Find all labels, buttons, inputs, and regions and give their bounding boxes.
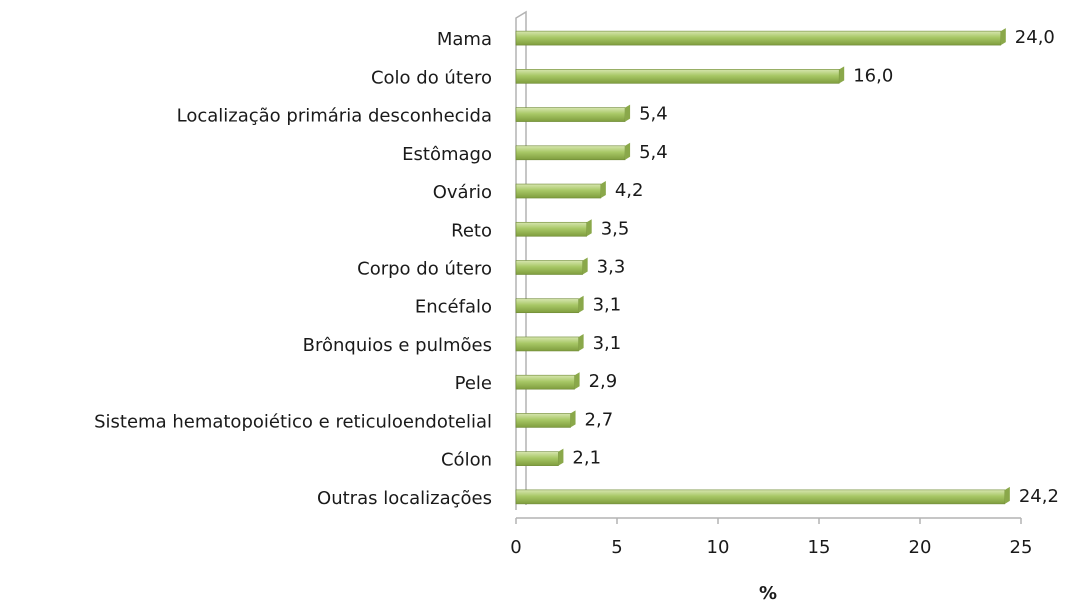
y-tick-label: Mama <box>437 29 492 50</box>
value-label: 5,4 <box>639 104 668 125</box>
bar <box>515 30 1002 46</box>
y-tick-label: Reto <box>451 220 492 241</box>
bar-cap <box>1000 28 1006 46</box>
y-tick-label: Cólon <box>441 450 492 471</box>
bar <box>515 336 579 352</box>
value-label: 3,1 <box>593 295 622 316</box>
value-label: 4,2 <box>615 180 644 201</box>
value-label: 2,9 <box>589 371 618 392</box>
value-label: 3,1 <box>593 333 622 354</box>
bar <box>515 451 559 466</box>
x-tick-label: 0 <box>510 537 521 558</box>
bar <box>515 298 579 314</box>
y-tick-label: Encéfalo <box>415 297 492 318</box>
y-tick-label: Outras localizações <box>317 488 492 509</box>
bar-cap <box>574 372 580 390</box>
y-tick-label: Corpo do útero <box>357 259 492 280</box>
x-tick-label: 15 <box>808 537 831 558</box>
bar <box>515 183 602 199</box>
x-tick-label: 5 <box>611 537 622 558</box>
value-label: 24,2 <box>1019 486 1059 507</box>
value-label: 3,5 <box>601 218 630 239</box>
value-label: 5,4 <box>639 142 668 163</box>
bar-cap <box>578 333 584 351</box>
y-tick-label: Ovário <box>433 182 492 203</box>
value-label: 2,7 <box>585 409 614 430</box>
y-tick-label: Pele <box>455 373 492 394</box>
value-label: 2,1 <box>572 448 601 469</box>
bar-cap <box>582 257 588 275</box>
bar <box>515 221 587 237</box>
y-tick-label: Estômago <box>402 144 492 165</box>
bar <box>515 374 575 390</box>
bar <box>515 107 626 122</box>
value-label: 16,0 <box>853 65 893 86</box>
bar <box>515 69 840 84</box>
bar-cap <box>600 181 606 199</box>
x-tick-label: 20 <box>909 537 932 558</box>
bar <box>515 145 626 161</box>
y-tick-label: Brônquios e pulmões <box>303 335 492 356</box>
bar-cap <box>1004 486 1010 504</box>
value-label: 3,3 <box>597 257 626 278</box>
bar-cap <box>586 219 592 237</box>
y-tick-label: Sistema hematopoiético e reticuloendotel… <box>94 411 492 432</box>
y-tick-label: Localização primária desconhecida <box>177 106 492 127</box>
bar <box>515 489 1006 505</box>
bar-cap <box>625 104 631 122</box>
bar-cap <box>570 410 576 428</box>
x-tick-label: 25 <box>1010 537 1033 558</box>
bar <box>515 260 583 275</box>
bar-cap <box>558 448 564 466</box>
x-tick-label: 10 <box>707 537 730 558</box>
bar <box>515 413 571 428</box>
y-tick-label: Colo do útero <box>371 67 492 88</box>
value-label: 24,0 <box>1015 27 1055 48</box>
bar-cap <box>625 142 631 160</box>
bar-cap <box>578 295 584 313</box>
bar-cap <box>839 66 845 84</box>
x-axis-label: % <box>759 583 777 604</box>
